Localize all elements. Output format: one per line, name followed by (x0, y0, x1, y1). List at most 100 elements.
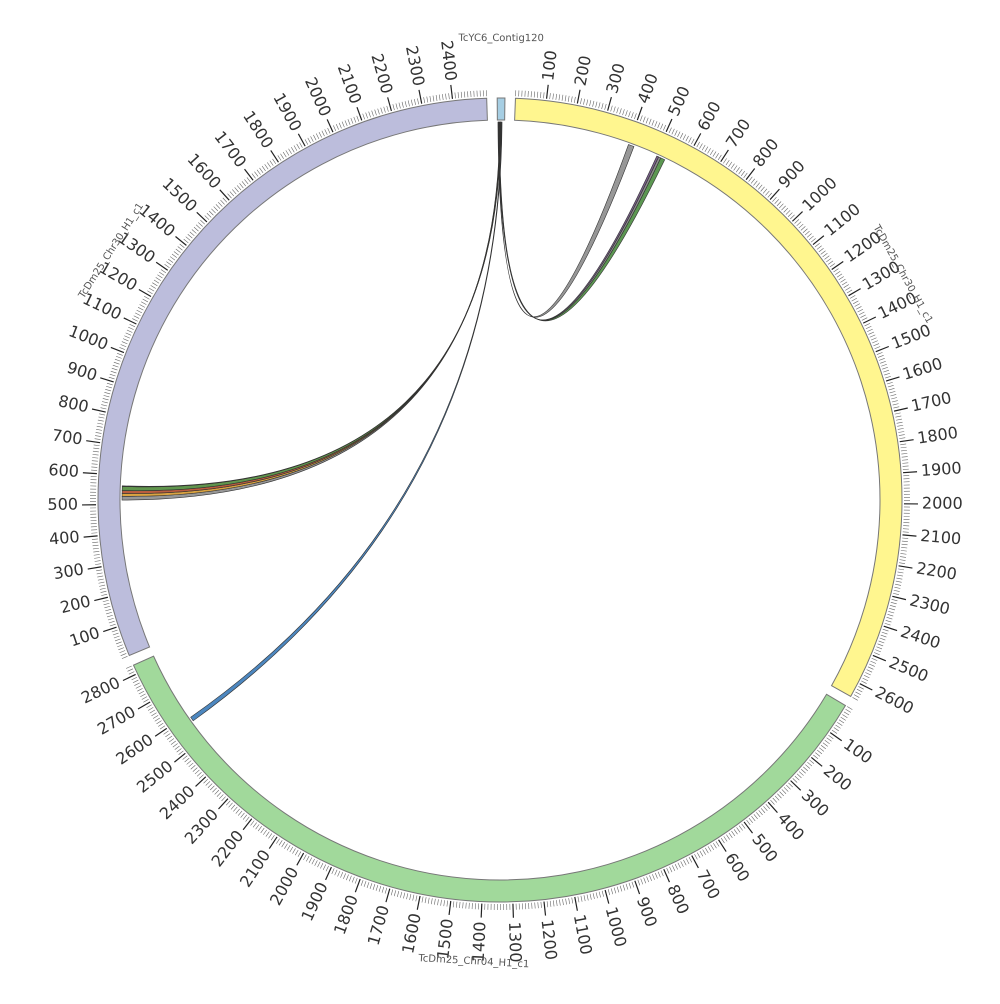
major-tick (832, 261, 843, 269)
minor-tick (896, 419, 902, 420)
minor-tick (556, 94, 557, 100)
minor-tick (150, 710, 155, 713)
minor-tick (823, 253, 828, 257)
minor-tick (99, 417, 105, 418)
minor-tick (183, 756, 188, 760)
minor-tick (155, 718, 160, 721)
major-tick (792, 212, 802, 222)
minor-tick (209, 211, 213, 215)
major-tick (860, 684, 872, 690)
minor-tick (828, 261, 833, 264)
minor-tick (134, 316, 139, 319)
minor-tick (824, 256, 829, 260)
minor-tick (273, 159, 276, 164)
minor-tick (215, 790, 219, 794)
tick-label: 400 (48, 527, 80, 549)
major-tick (544, 902, 546, 916)
major-tick (196, 777, 206, 787)
minor-tick (413, 895, 414, 901)
minor-tick (901, 550, 907, 551)
minor-tick (326, 866, 329, 871)
minor-tick (140, 305, 145, 308)
minor-tick (878, 644, 884, 646)
minor-tick (681, 861, 684, 866)
minor-tick (137, 310, 142, 313)
minor-tick (352, 877, 354, 883)
major-tick (886, 377, 899, 381)
minor-tick (94, 445, 100, 446)
minor-tick (897, 575, 903, 576)
minor-tick (110, 624, 116, 626)
minor-tick (95, 436, 101, 437)
minor-tick (626, 884, 628, 890)
minor-tick (700, 851, 703, 856)
minor-tick (322, 131, 325, 136)
minor-tick (99, 414, 105, 415)
minor-tick (320, 863, 323, 868)
minor-tick (731, 831, 734, 836)
minor-tick (116, 642, 122, 644)
minor-tick (599, 892, 600, 898)
minor-tick (899, 435, 905, 436)
minor-tick (112, 630, 118, 632)
minor-tick (901, 450, 907, 451)
major-tick (220, 190, 229, 200)
minor-tick (195, 770, 199, 774)
minor-tick (403, 893, 404, 899)
major-tick (873, 655, 886, 660)
minor-tick (697, 853, 700, 858)
minor-tick (102, 402, 108, 403)
minor-tick (672, 129, 675, 134)
minor-tick (786, 785, 790, 789)
minor-tick (109, 621, 115, 623)
major-tick (575, 897, 578, 911)
major-tick (100, 378, 113, 382)
minor-tick (126, 333, 131, 335)
minor-tick (566, 899, 567, 905)
minor-tick (641, 879, 643, 885)
minor-tick (593, 101, 594, 107)
minor-tick (850, 295, 855, 298)
minor-tick (200, 220, 204, 224)
minor-tick (260, 168, 264, 173)
tick-label: 1600 (184, 150, 225, 193)
minor-tick (888, 611, 894, 613)
major-tick (746, 169, 755, 180)
minor-tick (901, 447, 907, 448)
tick-label: 700 (722, 115, 755, 151)
minor-tick (332, 868, 334, 873)
major-tick (894, 408, 908, 411)
minor-tick (617, 887, 619, 893)
tick-label: 2500 (133, 756, 177, 796)
link (498, 122, 634, 317)
minor-tick (241, 813, 245, 818)
major-tick (719, 840, 727, 852)
minor-tick (897, 422, 903, 423)
minor-tick (298, 852, 301, 857)
minor-tick (852, 697, 857, 700)
major-tick (84, 536, 98, 537)
minor-tick (667, 868, 669, 873)
link (122, 122, 501, 494)
minor-tick (799, 224, 803, 228)
minor-tick (734, 166, 737, 171)
minor-tick (795, 219, 799, 223)
minor-tick (231, 805, 235, 810)
minor-tick (284, 844, 287, 849)
tick-label: 1100 (820, 199, 864, 239)
minor-tick (862, 318, 867, 321)
minor-tick (689, 857, 692, 862)
minor-tick (590, 894, 591, 900)
minor-tick (895, 413, 901, 414)
minor-tick (768, 193, 772, 197)
minor-tick (173, 744, 178, 748)
minor-tick (378, 109, 380, 115)
tick-label: 300 (52, 559, 85, 583)
major-tick (86, 441, 100, 443)
minor-tick (133, 680, 138, 683)
tick-label: 1000 (798, 173, 841, 215)
minor-tick (763, 189, 767, 194)
minor-tick (294, 146, 297, 151)
minor-tick (819, 748, 824, 752)
